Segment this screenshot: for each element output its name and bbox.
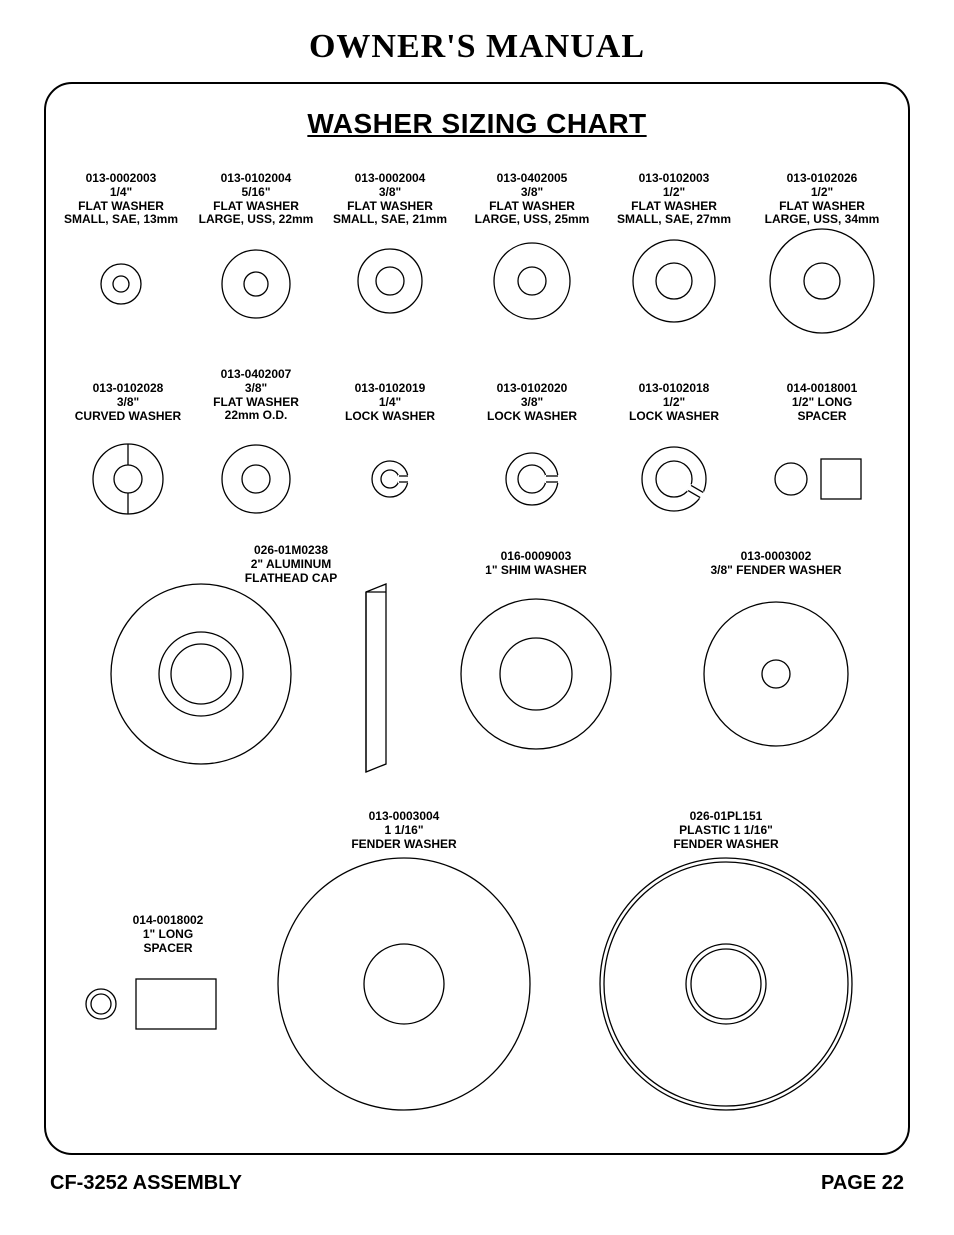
washer-label: 016-0009003 1" SHIM WASHER (436, 550, 636, 578)
washer-label: 014-0018002 1" LONG SPACER (68, 914, 268, 955)
chart-frame: WASHER SIZING CHART 013-0002003 1/4" FLA… (44, 82, 910, 1155)
washer-label: 013-0003002 3/8" FENDER WASHER (676, 550, 876, 578)
footer-assembly: CF-3252 ASSEMBLY (50, 1172, 242, 1195)
washer-diagram (46, 84, 912, 1157)
washer-label: 014-0018001 1/2" LONG SPACER (722, 382, 922, 423)
page-header: OWNER'S MANUAL (0, 0, 954, 66)
washer-label: 013-0003004 1 1/16" FENDER WASHER (304, 810, 504, 851)
washer-label: 026-01M0238 2" ALUMINUM FLATHEAD CAP (191, 544, 391, 585)
washer-label: 013-0102026 1/2" FLAT WASHER LARGE, USS,… (722, 172, 922, 227)
footer-page: PAGE 22 (821, 1172, 904, 1195)
washer-label: 026-01PL151 PLASTIC 1 1/16" FENDER WASHE… (626, 810, 826, 851)
